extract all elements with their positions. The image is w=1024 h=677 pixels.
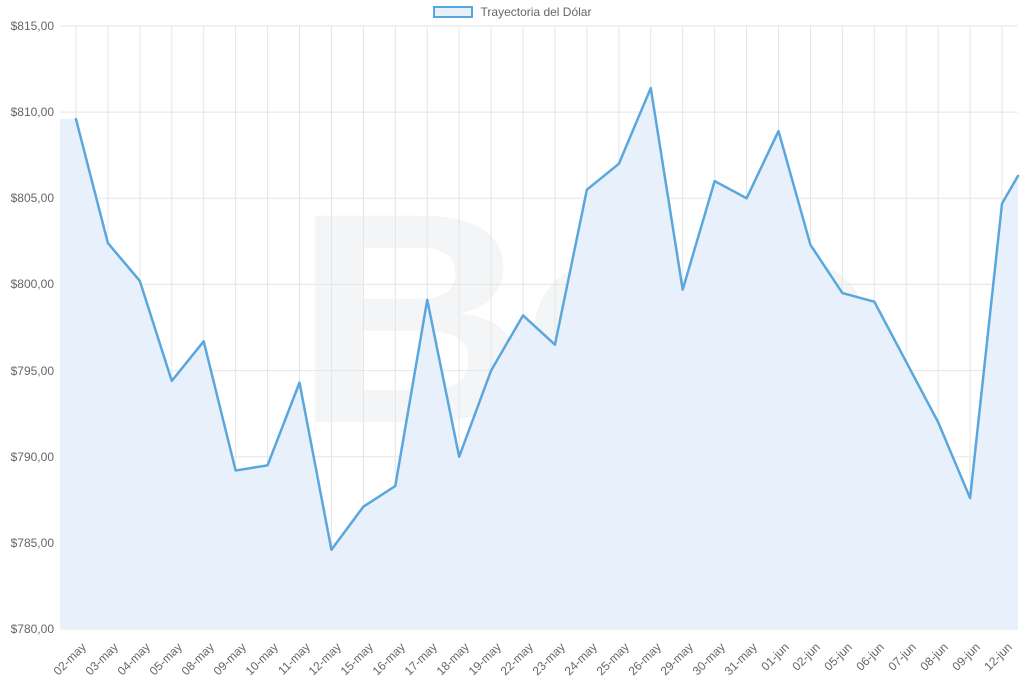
y-axis-tick-label: $815,00 xyxy=(11,19,54,33)
x-axis-tick-label: 02-may xyxy=(51,640,89,677)
x-axis-tick-label: 03-may xyxy=(83,640,121,677)
y-axis-tick-label: $795,00 xyxy=(11,364,54,378)
x-axis-tick-label: 05-may xyxy=(146,640,184,677)
plot-area: Bec Nasdaq $780,00$785,00$790,00$795,00$… xyxy=(60,26,1018,629)
x-axis-tick-label: 01-jun xyxy=(758,640,791,673)
x-axis-tick-label: 30-may xyxy=(689,640,727,677)
x-axis-tick-label: 26-may xyxy=(625,640,663,677)
x-axis-tick-label: 16-may xyxy=(370,640,408,677)
x-axis-tick-label: 07-jun xyxy=(886,640,919,673)
x-axis-tick-label: 08-may xyxy=(178,640,216,677)
x-axis-tick-label: 19-may xyxy=(466,640,504,677)
x-axis-tick-label: 15-may xyxy=(338,640,376,677)
chart-series xyxy=(60,26,1018,629)
y-axis-tick-label: $790,00 xyxy=(11,450,54,464)
y-axis-tick-label: $785,00 xyxy=(11,536,54,550)
dollar-trajectory-chart: Trayectoria del Dólar Bec Nasdaq $780,00… xyxy=(0,0,1024,677)
x-axis-tick-label: 24-may xyxy=(562,640,600,677)
x-axis-tick-label: 06-jun xyxy=(854,640,887,673)
x-axis-tick-label: 11-may xyxy=(275,640,313,677)
x-axis-tick-label: 09-may xyxy=(210,640,248,677)
x-axis-tick-label: 04-may xyxy=(114,640,152,677)
y-axis-tick-label: $780,00 xyxy=(11,622,54,636)
x-axis-tick-label: 05-jun xyxy=(822,640,855,673)
chart-legend: Trayectoria del Dólar xyxy=(0,0,1024,24)
x-axis-tick-label: 25-may xyxy=(593,640,631,677)
x-axis-tick-label: 12-jun xyxy=(981,640,1014,673)
x-axis-tick-label: 12-may xyxy=(306,640,344,677)
x-axis-tick-label: 08-jun xyxy=(918,640,951,673)
y-axis-tick-label: $805,00 xyxy=(11,191,54,205)
x-axis-tick-label: 02-jun xyxy=(790,640,823,673)
x-axis-tick-label: 10-may xyxy=(242,640,280,677)
x-axis-tick-label: 31-may xyxy=(721,640,759,677)
x-axis-tick-label: 18-may xyxy=(434,640,472,677)
x-axis-tick-label: 17-may xyxy=(402,640,440,677)
x-axis-tick-label: 29-may xyxy=(657,640,695,677)
legend-swatch xyxy=(433,6,473,18)
x-axis-tick-label: 23-may xyxy=(530,640,568,677)
legend-label: Trayectoria del Dólar xyxy=(481,5,592,19)
y-axis-tick-label: $800,00 xyxy=(11,277,54,291)
x-axis-tick-label: 09-jun xyxy=(949,640,982,673)
x-axis-tick-label: 22-may xyxy=(498,640,536,677)
y-axis-tick-label: $810,00 xyxy=(11,105,54,119)
